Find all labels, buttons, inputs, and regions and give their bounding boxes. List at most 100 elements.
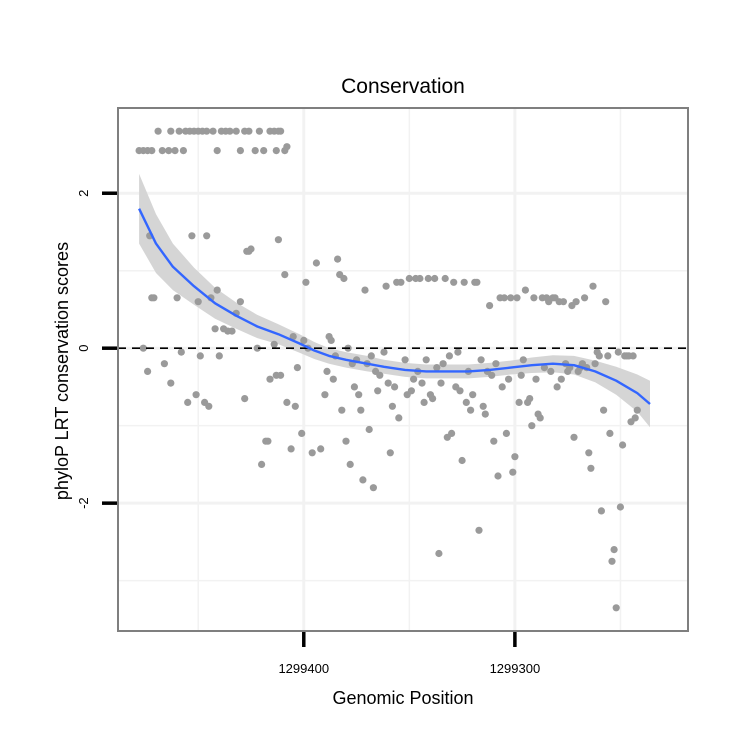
data-point [528,422,536,430]
data-point [469,391,477,399]
data-point [374,387,382,395]
data-point [321,391,329,399]
data-point [361,286,369,294]
data-point [517,371,525,379]
y-tick-label: 2 [76,190,91,197]
data-point [557,375,565,383]
data-point [431,274,439,283]
data-point [281,271,289,279]
data-point [287,445,295,453]
data-point [448,429,456,437]
data-point [264,437,272,445]
data-point [215,352,223,360]
data-point [196,352,204,360]
data-point [251,147,259,155]
data-point [380,348,388,356]
data-point [456,387,464,395]
data-point [505,375,513,383]
data-point [289,333,297,341]
data-point [255,127,263,135]
confidence-band-layer [139,173,650,428]
data-point [410,375,418,383]
data-point [160,360,168,368]
data-point [283,398,291,406]
data-point [500,294,508,302]
data-point [553,383,561,391]
data-point [203,232,211,240]
data-point [429,395,437,403]
data-point [606,429,614,437]
data-point [481,410,489,418]
data-point [340,274,348,283]
data-point [422,356,430,364]
data-point [494,472,502,480]
data-point [232,127,240,135]
data-point [376,371,384,379]
data-point [490,437,498,445]
data-point [435,549,443,558]
data-point [458,456,466,465]
panel-border [117,107,689,632]
data-point [293,364,301,372]
y-tick-label: 0 [76,345,91,352]
data-point [173,294,181,302]
data-point [359,476,367,484]
data-point [507,294,515,302]
data-point [570,433,578,441]
data-point [595,352,603,360]
data-point [614,348,622,356]
data-point [165,147,173,155]
data-point [597,507,606,515]
data-point [382,282,390,290]
data-point [616,503,625,511]
data-point [631,414,639,422]
data-point [424,274,432,283]
data-point [397,278,405,286]
data-point [591,360,599,368]
data-point [581,294,589,302]
data-point [175,127,183,135]
data-point [610,546,618,554]
data-point [547,367,555,375]
data-point [521,286,530,294]
data-point [509,468,517,476]
data-point [365,425,373,434]
data-point [439,360,447,368]
data-point [589,282,597,290]
data-point [298,429,306,437]
data-point [355,391,363,399]
data-point [308,449,316,457]
data-point [388,402,396,410]
data-point [144,367,152,375]
data-point [418,379,426,387]
data-point [236,147,244,155]
data-point [226,127,234,135]
data-point [530,294,538,302]
x-axis-title: Genomic Position [332,688,473,708]
data-point [228,327,236,335]
x-tick-label: 1299300 [490,661,541,676]
data-point [369,484,377,492]
data-point [302,278,310,286]
data-point [502,429,510,437]
data-point [184,398,192,406]
data-point [171,147,179,155]
data-point [177,348,185,356]
data-point [338,406,346,414]
data-point [266,375,274,383]
data-point [572,298,580,306]
data-point [454,348,462,356]
data-point [167,379,175,387]
data-point [441,274,449,283]
data-point [245,127,253,135]
data-point [407,387,415,395]
data-point [462,398,470,406]
y-axis-title: phyloP LRT conservation scores [52,242,72,500]
data-point [188,232,196,240]
data-point [608,557,616,565]
data-point [420,398,428,406]
data-point [401,356,409,364]
data-point [327,336,335,344]
data-point [488,371,496,379]
